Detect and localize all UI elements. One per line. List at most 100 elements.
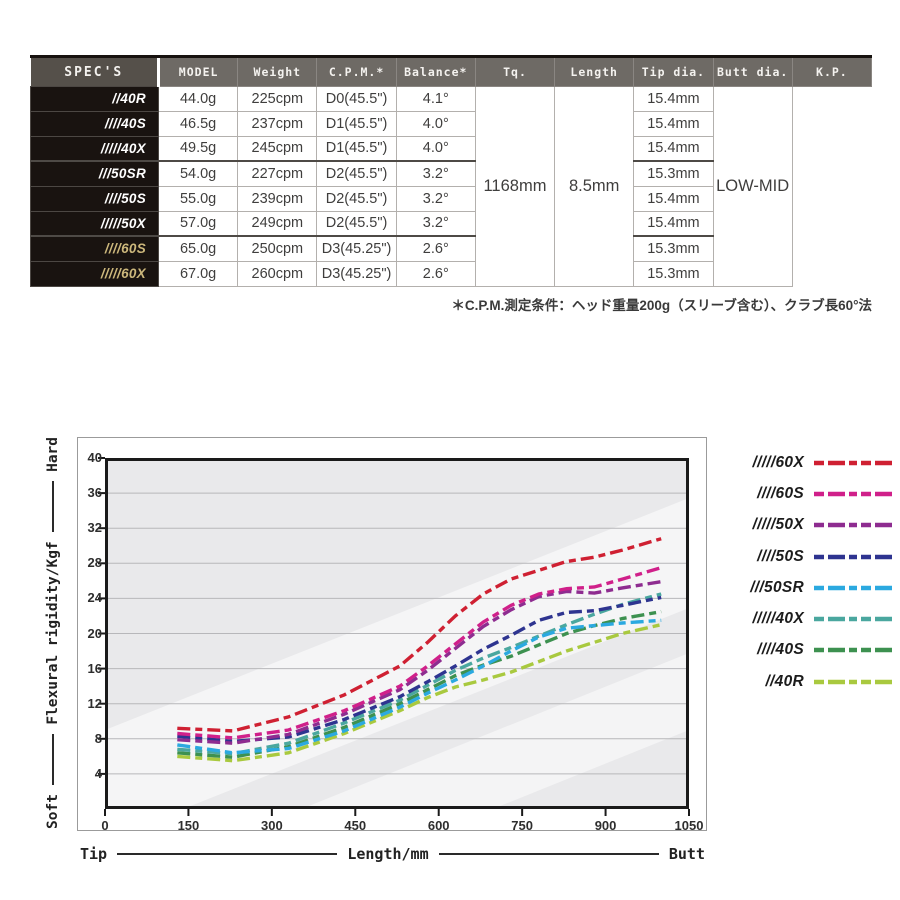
balance-cell: D0(45.5") [316,85,397,112]
y-tick-label: 4 [94,765,102,781]
cpm-footnote: ＊C.P.M.測定条件：ヘッド重量200g（スリーブ含む）、クラブ長60°法 [451,298,872,313]
balance-cell: D2(45.5") [316,210,397,237]
x-axis-line-decoration [117,853,338,855]
table-row: //40R 44.0g 225cpm D0(45.5") 4.1° 1168mm 8.5mm… [30,85,872,287]
spec-table-body: //40R 44.0g 225cpm D0(45.5") 4.1° 1168mm 8.5mm… [30,85,872,287]
model-cell: ////50S [30,185,159,212]
spec-table: SPEC'S MODEL Weight C.P.M.* Balance* Tq. Leng… [30,58,873,287]
legend-item: /////50X [710,510,898,541]
butt-dia-cell: 15.3mm [633,160,714,187]
legend-item: ///50SR [710,572,898,603]
legend-item: /////60X [710,447,898,478]
butt-dia-cell: 15.4mm [633,210,714,237]
legend-label: /////50X [752,516,804,534]
table-row: /////50X 57.0g 249cpm D2(45.5") 3.2° 15.4mm [30,210,872,237]
legend-item: ////50S [710,541,898,572]
y-tick-label: 12 [87,695,102,711]
legend-line-swatch [814,460,896,465]
legend-line-swatch [814,554,896,559]
legend-label: /////40X [752,610,804,628]
x-tick-label: 150 [177,818,200,833]
weight-cell: 57.0g [157,210,239,237]
column-header: C.P.M.* [316,58,397,87]
cpm-cell: 249cpm [237,210,318,237]
legend-item: ////40S [710,635,898,666]
legend-label: ////40S [757,641,804,659]
x-axis-butt-label: Butt [668,845,705,863]
x-tick-label: 1050 [674,818,704,833]
x-tick-label: 900 [594,818,617,833]
balance-cell: D2(45.5") [316,160,397,187]
weight-cell: 67.0g [157,260,239,287]
model-cell: /////50X [30,210,159,237]
plot-area [98,457,690,816]
model-cell: /////60X [30,260,159,287]
balance-cell: D3(45.25") [316,260,397,287]
torque-cell: 4.0° [395,135,476,162]
y-tick-label: 36 [87,485,102,501]
cpm-cell: 237cpm [237,110,318,137]
column-header: Balance* [395,58,476,87]
y-tick-label: 16 [87,660,102,676]
cpm-cell: 260cpm [237,260,318,287]
table-row: /////60X 67.0g 260cpm D3(45.25") 2.6° 15.3mm [30,260,872,287]
y-axis-line-decoration [52,733,54,786]
y-axis-soft-label: Soft [45,794,61,829]
balance-cell: D1(45.5") [316,135,397,162]
header-row: SPEC'S MODEL Weight C.P.M.* Balance* Tq. Leng… [30,58,873,87]
torque-cell: 2.6° [395,260,476,287]
cpm-cell: 250cpm [237,235,318,262]
column-header: Butt dia. [712,58,793,87]
chart-legend: /////60X ////60S /////50X ////50S ///50SR ///… [710,447,898,697]
legend-label: ////60S [757,484,804,502]
torque-cell: 4.1° [395,85,476,112]
x-tick-label: 600 [427,818,450,833]
cpm-cell: 227cpm [237,160,318,187]
weight-cell: 65.0g [157,235,239,262]
column-header: Tq. [474,58,556,87]
tip-dia-cell: 8.5mm [554,85,635,287]
table-row: /////40X 49.5g 245cpm D1(45.5") 4.0° 15.4mm [30,135,872,162]
x-axis-tip-label: Tip [80,845,108,863]
y-axis-title: Flexural rigidity/Kgf [45,541,61,725]
column-header: MODEL [157,58,239,87]
legend-label: ///50SR [750,578,804,596]
balance-cell: D1(45.5") [316,110,397,137]
cpm-cell: 225cpm [237,85,318,112]
x-axis-label: Tip Length/mm Butt [80,845,705,863]
legend-label: /////60X [752,453,804,471]
legend-item: ////60S [710,478,898,509]
y-axis-line-decoration [52,480,54,533]
model-cell: //40R [30,85,159,112]
plot-svg [98,457,690,816]
y-tick-label: 24 [87,590,102,606]
legend-line-swatch [814,616,896,622]
column-header: Length [554,58,635,87]
weight-cell: 49.5g [157,135,239,162]
legend-line-swatch [814,522,896,528]
cpm-cell: 239cpm [237,185,318,212]
table-row: ////50S 55.0g 239cpm D2(45.5") 3.2° 15.4mm [30,185,872,212]
torque-cell: 3.2° [395,210,476,237]
y-tick-label: 40 [87,450,102,465]
x-tick-label: 300 [260,818,283,833]
y-axis-label: Soft Flexural rigidity/Kgf Hard [44,437,62,829]
butt-dia-cell: 15.4mm [633,85,714,112]
y-tick-label: 8 [94,730,102,746]
legend-label: //40R [765,672,804,690]
butt-dia-cell: 15.3mm [633,260,714,287]
torque-cell: 3.2° [395,160,476,187]
y-tick-label: 32 [87,520,102,536]
legend-item: //40R [710,666,898,697]
legend-line-swatch [814,491,896,497]
kick-point-cell: LOW-MID [712,85,793,287]
balance-cell: D2(45.5") [316,185,397,212]
weight-cell: 44.0g [157,85,239,112]
column-header: K.P. [791,58,873,87]
y-tick-label: 20 [87,625,102,641]
legend-line-swatch [814,585,896,591]
legend-line-swatch [814,679,896,684]
weight-cell: 46.5g [157,110,239,137]
column-header: Weight [237,58,318,87]
torque-cell: 2.6° [395,235,476,262]
